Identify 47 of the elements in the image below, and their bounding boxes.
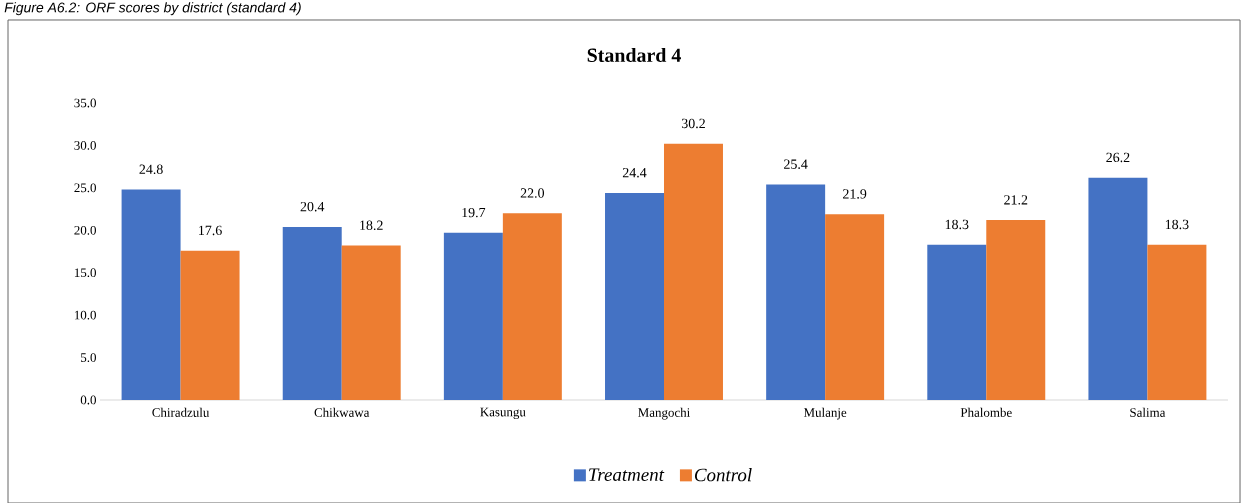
bar <box>502 213 562 400</box>
legend-label: Control <box>694 468 752 482</box>
data-label: 24.4 <box>622 168 647 178</box>
bar <box>1088 177 1148 400</box>
data-label: 18.2 <box>360 220 383 231</box>
bar <box>605 192 664 400</box>
bar <box>443 232 503 400</box>
bar <box>766 184 826 400</box>
data-label: 25.4 <box>784 159 808 169</box>
y-tick-label: 35.0 <box>74 98 96 108</box>
x-tick-label: Salima <box>1130 407 1166 417</box>
y-tick-label: 15.0 <box>74 268 96 278</box>
bar <box>121 189 181 400</box>
data-label: 18.3 <box>1165 219 1189 230</box>
data-label: 22.0 <box>520 188 545 198</box>
bar <box>927 244 987 400</box>
x-tick-label: Mulanje <box>803 407 847 420</box>
bar <box>282 226 342 400</box>
bar <box>1147 244 1207 400</box>
data-label: 21.9 <box>843 189 867 199</box>
chart-title: Standard 4 <box>587 47 681 62</box>
x-tick-label: Mangochi <box>638 407 691 420</box>
bar <box>664 143 723 400</box>
data-label: 30.2 <box>681 118 705 129</box>
data-label: 26.2 <box>1106 152 1130 163</box>
data-label: 17.6 <box>199 225 222 236</box>
x-tick-label: Chikwawa <box>314 407 370 417</box>
legend-label: Treatment <box>589 468 665 481</box>
caption: Figure A6.2: ORF scores by district (standard 4) <box>4 2 301 16</box>
data-label: 24.8 <box>139 164 163 175</box>
data-label: 19.7 <box>462 207 486 218</box>
data-label: 18.3 <box>945 219 969 230</box>
y-tick-label: 30.0 <box>74 141 96 150</box>
bar <box>180 250 240 400</box>
bar <box>986 220 1046 400</box>
bar <box>341 245 401 400</box>
y-tick-label: 10.0 <box>74 310 96 320</box>
data-label: 21.2 <box>1004 195 1028 205</box>
data-label: 20.4 <box>300 201 325 212</box>
y-tick-label: 25.0 <box>74 183 96 193</box>
y-tick-label: 20.0 <box>74 225 96 235</box>
x-tick-label: Phalombe <box>960 407 1012 417</box>
y-tick-label: 5.0 <box>81 353 96 362</box>
bar <box>825 214 885 400</box>
x-tick-label: Kasungu <box>480 407 526 420</box>
x-tick-label: Chiradzulu <box>152 407 210 417</box>
y-tick-label: 0.0 <box>80 395 96 405</box>
